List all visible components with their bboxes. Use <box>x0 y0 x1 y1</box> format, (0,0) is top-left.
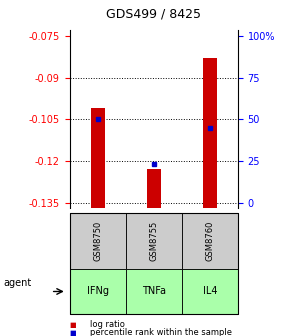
Text: log ratio: log ratio <box>90 321 125 329</box>
Text: percentile rank within the sample: percentile rank within the sample <box>90 328 232 336</box>
Bar <box>203 58 217 208</box>
Text: GSM8750: GSM8750 <box>93 221 102 261</box>
Text: agent: agent <box>3 278 31 288</box>
Text: IL4: IL4 <box>202 287 217 296</box>
Text: ■: ■ <box>70 322 76 328</box>
Text: TNFa: TNFa <box>142 287 166 296</box>
Text: ■: ■ <box>70 330 76 336</box>
Bar <box>147 169 161 208</box>
Text: GSM8755: GSM8755 <box>149 221 158 261</box>
Text: GSM8760: GSM8760 <box>205 221 214 261</box>
Text: IFNg: IFNg <box>87 287 109 296</box>
Text: GDS499 / 8425: GDS499 / 8425 <box>106 7 201 20</box>
Bar <box>90 108 105 208</box>
